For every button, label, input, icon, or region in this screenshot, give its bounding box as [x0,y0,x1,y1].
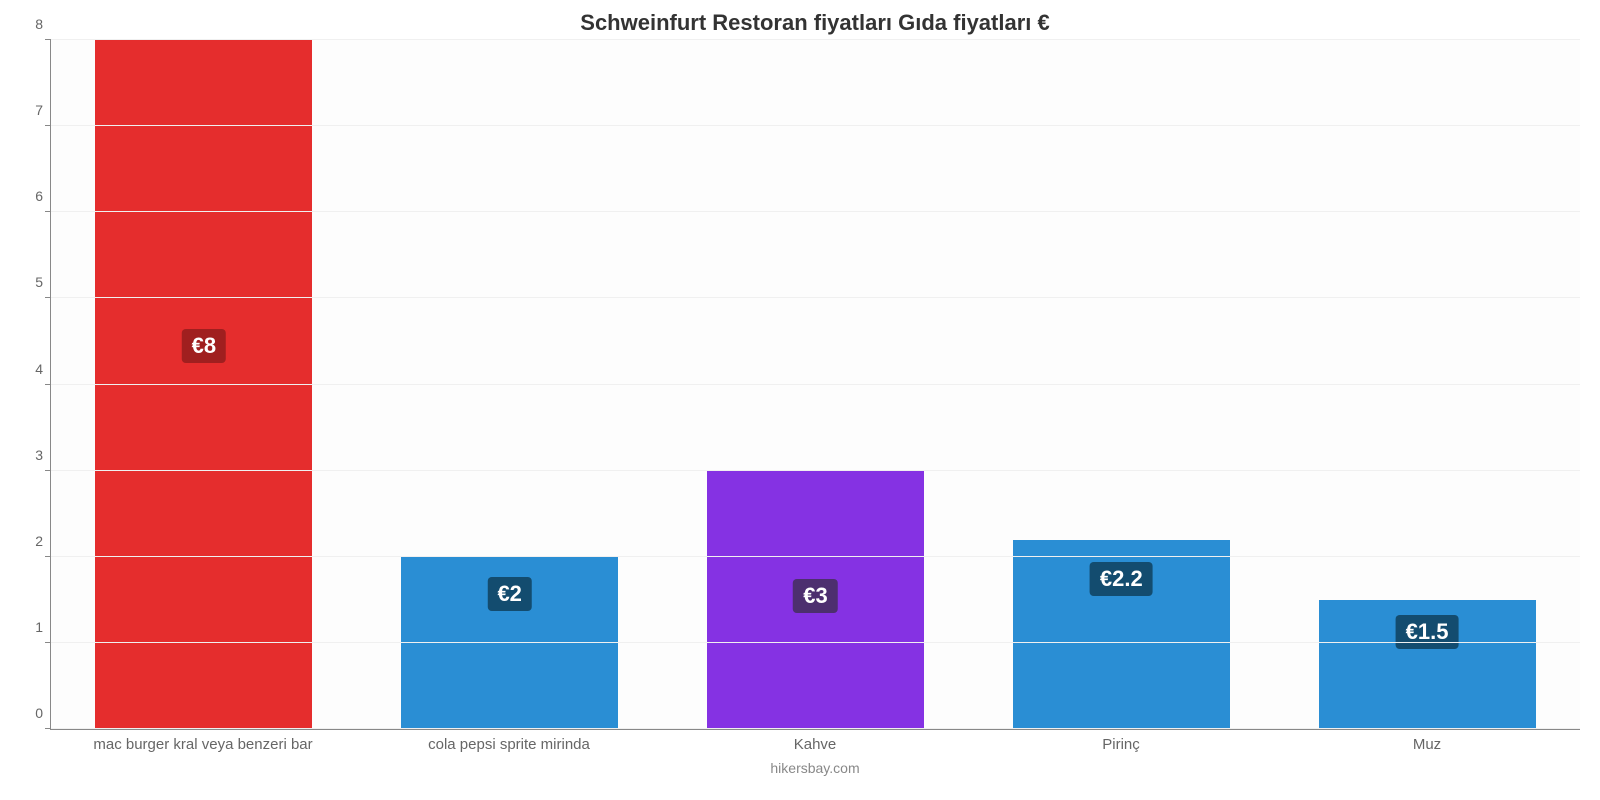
grid-line [51,125,1580,126]
category-label: Pirinç [1102,736,1140,753]
y-tick-label: 2 [35,533,51,549]
y-tick-label: 6 [35,188,51,204]
bar: €2 [401,557,618,729]
y-tick-label: 1 [35,619,51,635]
y-tick-label: 7 [35,102,51,118]
category-label: mac burger kral veya benzeri bar [93,736,312,753]
grid-line [51,470,1580,471]
bar: €1.5 [1319,600,1536,729]
grid-line [51,384,1580,385]
category-labels-row: mac burger kral veya benzeri bar cola pep… [50,730,1580,754]
bar-value-label: €3 [793,579,837,613]
bar: €3 [707,471,924,729]
y-tick-mark [45,470,51,471]
y-tick-mark [45,297,51,298]
grid-line [51,211,1580,212]
y-tick-mark [45,39,51,40]
y-tick-mark [45,211,51,212]
y-tick-label: 0 [35,705,51,721]
y-tick-label: 4 [35,361,51,377]
category-label: Kahve [794,736,837,753]
y-tick-mark [45,384,51,385]
category-label: Muz [1413,736,1441,753]
bar-value-label: €8 [182,329,226,363]
chart-footer: hikersbay.com [50,760,1580,776]
y-tick-mark [45,728,51,729]
bars-layer: €8 €2 €3 €2.2 €1.5 [51,40,1580,729]
price-bar-chart: Schweinfurt Restoran fiyatları Gıda fiya… [0,0,1600,800]
bar-value-label: €2.2 [1090,562,1153,596]
plot-area: €8€2€3€2.2€1.5 012345678 [50,40,1580,730]
grid-line [51,297,1580,298]
bar: €2.2 [1013,540,1230,729]
category-label: cola pepsi sprite mirinda [428,736,590,753]
y-tick-mark [45,125,51,126]
bar: €8 [95,40,312,729]
y-tick-label: 8 [35,16,51,32]
y-tick-label: 5 [35,274,51,290]
y-tick-mark [45,642,51,643]
grid-line [51,642,1580,643]
grid-line [51,728,1580,729]
bar-value-label: €2 [487,577,531,611]
grid-line [51,39,1580,40]
bar-value-label: €1.5 [1396,615,1459,649]
y-tick-label: 3 [35,447,51,463]
grid-line [51,556,1580,557]
chart-title: Schweinfurt Restoran fiyatları Gıda fiya… [50,10,1580,36]
y-tick-mark [45,556,51,557]
